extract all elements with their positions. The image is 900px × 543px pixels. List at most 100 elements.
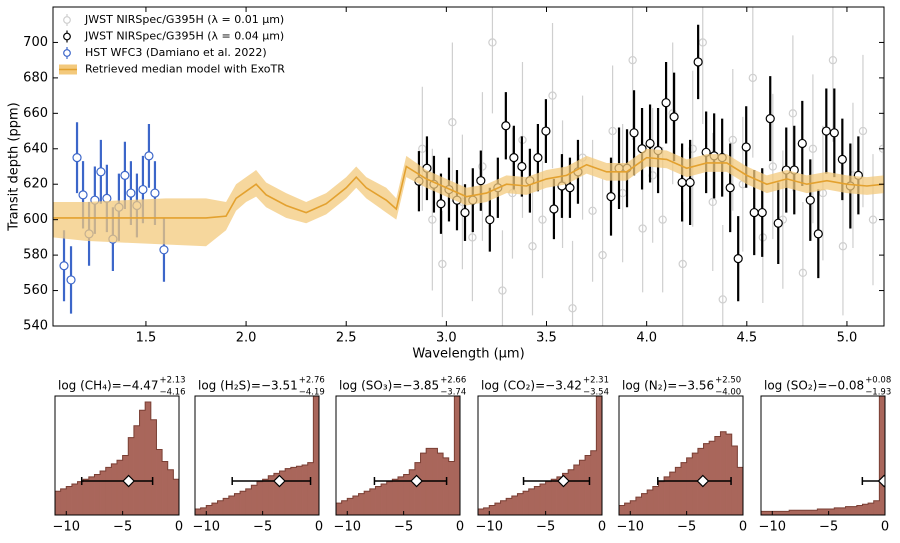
hist-bar: [489, 505, 496, 515]
data-point: [678, 259, 687, 269]
hist-bar: [811, 509, 818, 515]
legend-marker: [63, 49, 71, 57]
median-marker: [696, 474, 710, 488]
hist-bar: [805, 509, 812, 515]
hist-bar: [534, 486, 541, 515]
axes-frame: [477, 395, 603, 516]
hist-area: [619, 431, 743, 515]
hist-bar: [517, 493, 524, 515]
axes-frame: [54, 395, 180, 516]
legend-label: JWST NIRSpec/G395H (λ = 0.01 μm): [84, 13, 284, 26]
x-tick-label: 4.5: [736, 331, 757, 346]
x-tick-label: 3.0: [436, 331, 457, 346]
hist-bar: [528, 488, 535, 515]
hist-bar: [777, 511, 784, 515]
model-band: [53, 148, 884, 247]
hist-bar: [347, 498, 354, 515]
hist-bar: [116, 460, 123, 515]
data-point: [868, 215, 878, 224]
data-point: [741, 142, 751, 152]
data-point: [485, 215, 495, 225]
data-point: [608, 126, 617, 136]
hist-outline: [55, 401, 179, 515]
hist-outline: [761, 396, 885, 515]
data-point: [488, 38, 497, 47]
panel-title-median: −0.08: [827, 379, 864, 393]
y-tick-label: 660: [23, 106, 48, 121]
hist-bar: [105, 467, 112, 515]
hist-bar: [60, 488, 67, 515]
hist-bar: [111, 463, 118, 515]
data-point: [78, 190, 88, 200]
hist-bar: [82, 479, 90, 515]
hist-bar: [420, 452, 427, 515]
data-point: [533, 153, 543, 163]
hist-bar: [783, 511, 790, 515]
data-point: [565, 183, 575, 193]
hist-bar: [663, 476, 670, 515]
data-point: [757, 207, 767, 218]
y-tick-label: 600: [23, 212, 48, 227]
hist-bar: [834, 507, 841, 515]
hist-bar: [150, 419, 157, 515]
hist-bar: [380, 483, 387, 515]
axes-frame: [760, 395, 886, 516]
hist-bar: [392, 479, 399, 515]
hist-bar: [505, 498, 513, 515]
data-point: [749, 207, 759, 218]
data-point: [629, 128, 639, 138]
hist-bar: [375, 486, 382, 515]
hist-bar: [483, 507, 490, 515]
data-point: [538, 215, 547, 224]
x-tick-label: 4.0: [636, 331, 657, 346]
data-point: [828, 55, 838, 65]
x-tick-label: 0: [456, 520, 464, 535]
data-point: [588, 206, 597, 216]
hist-bar: [336, 502, 342, 515]
data-point: [733, 254, 743, 264]
panel-title-plus: +2.31: [583, 376, 609, 386]
legend-label: JWST NIRSpec/G395H (λ = 0.04 μm): [84, 30, 284, 43]
data-point: [808, 144, 818, 153]
hist-bar: [99, 470, 106, 515]
y-tick-label: 700: [23, 35, 48, 50]
hist-bar: [646, 489, 654, 515]
hist-bar: [161, 461, 168, 515]
panel-title-plus: +2.50: [715, 376, 741, 386]
x-tick-label: −10: [193, 520, 220, 535]
data-point: [517, 161, 527, 172]
hist-bar: [511, 495, 518, 515]
hist-bar: [494, 502, 501, 515]
x-tick-label: 2.5: [336, 331, 357, 346]
x-axis-label: Wavelength (μm): [412, 347, 524, 362]
data-point: [150, 188, 160, 198]
data-point: [698, 38, 707, 47]
data-point: [509, 153, 519, 163]
hist-bar: [867, 502, 874, 515]
hist-bar: [772, 511, 779, 515]
hist-bar: [55, 490, 61, 515]
x-tick-label: −10: [476, 520, 503, 535]
hist-bar: [313, 396, 319, 515]
y-tick-label: 540: [23, 319, 48, 334]
x-tick-label: 0: [881, 520, 889, 535]
hist-bar: [139, 410, 146, 515]
hist-bar: [766, 511, 773, 515]
data-point: [126, 188, 136, 198]
data-point: [59, 261, 69, 271]
legend-label: Retrieved median model with ExoTR: [85, 63, 285, 76]
x-tick-label: 2.0: [236, 331, 257, 346]
data-point: [428, 215, 437, 224]
hist-bar: [234, 493, 241, 515]
hist-bar: [71, 483, 78, 515]
hist-bar: [731, 445, 738, 515]
hist-bar: [539, 483, 546, 515]
x-tick-label: 0: [315, 520, 323, 535]
hist-bar: [845, 506, 852, 515]
hist-area: [55, 401, 179, 515]
data-point: [658, 215, 667, 224]
hist-bar: [788, 509, 796, 515]
legend-label: HST WFC3 (Damiano et al. 2022): [85, 46, 267, 59]
data-point: [628, 55, 637, 65]
median-marker: [410, 474, 423, 488]
